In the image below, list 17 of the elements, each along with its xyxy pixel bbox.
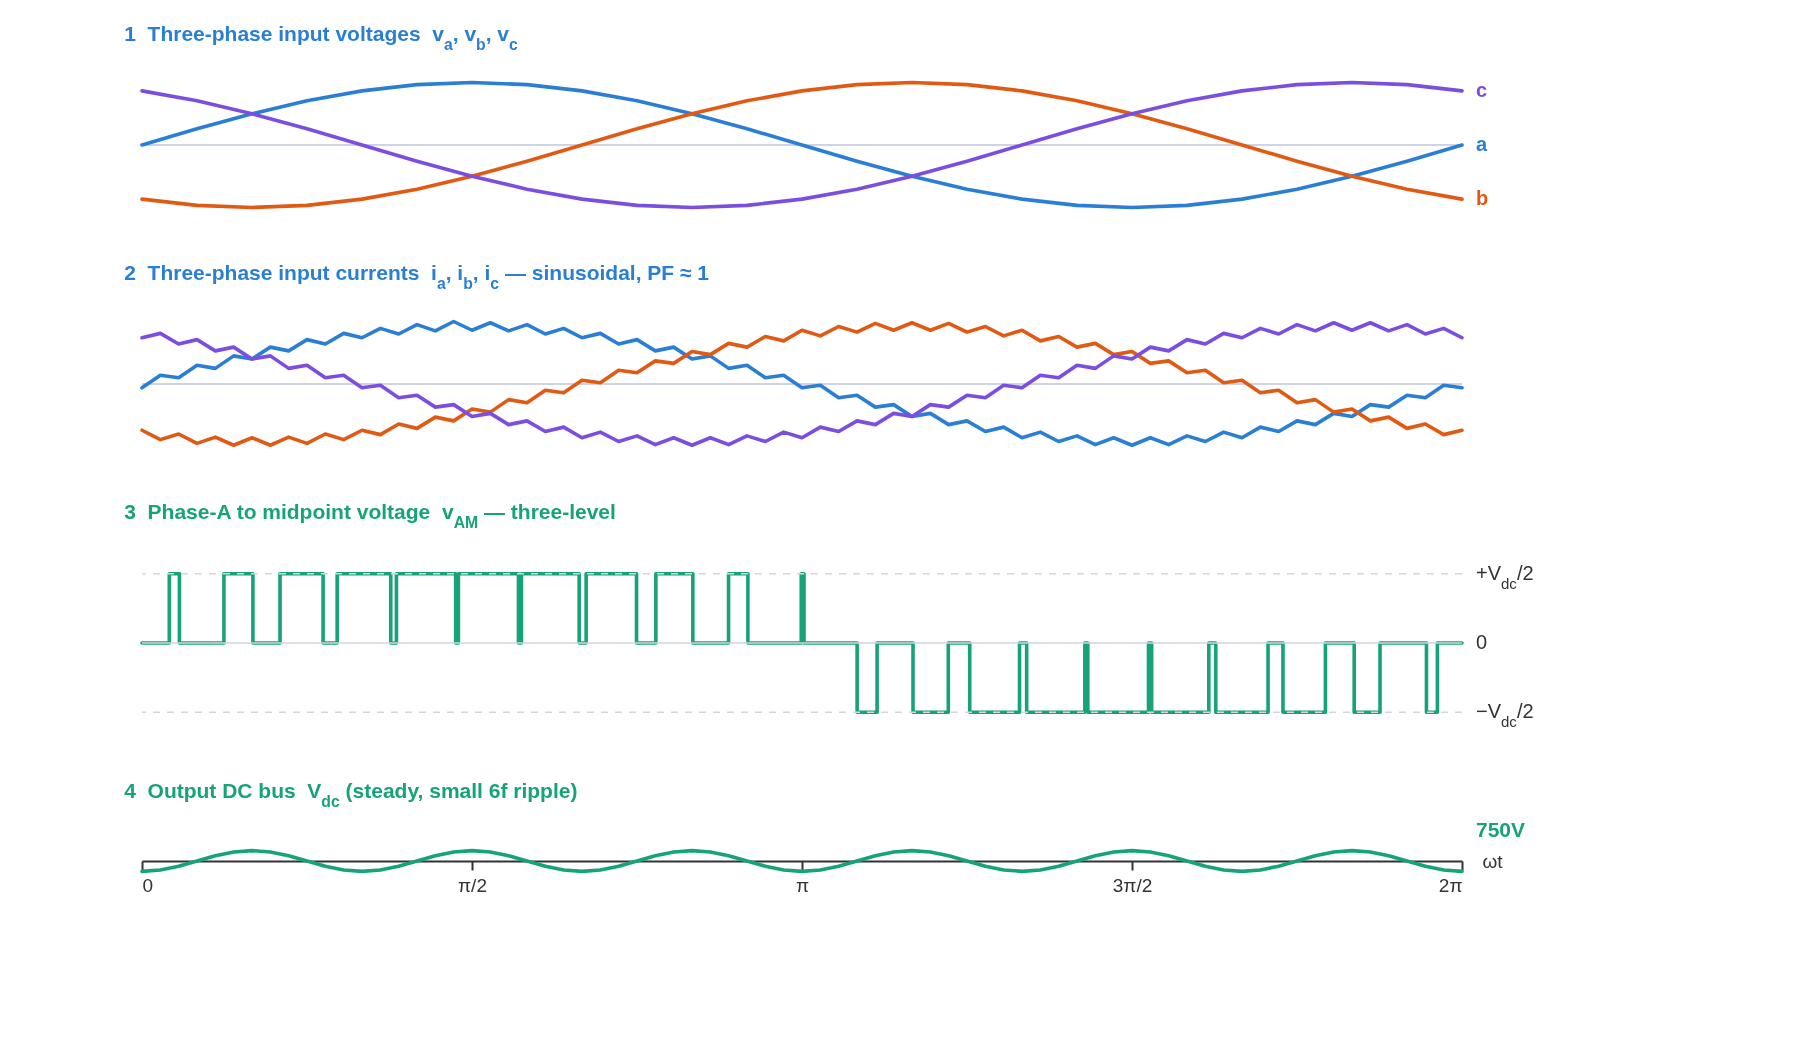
x-tick-label: 0	[142, 874, 154, 896]
x-tick-label: π/2	[458, 874, 487, 896]
ref-line-label: −V$_{dc}$/2	[1476, 700, 1534, 730]
chart-title: 2 Three-phase input currents i$_{a}$, i$_{b}$, i$_{c}$ — sinusoidal, PF ≈ 1	[124, 261, 710, 292]
chart-title: 3 Phase-A to midpoint voltage v$_{AM}$ — three-level	[124, 500, 616, 531]
x-tick-label: 3π/2	[1112, 874, 1153, 896]
series-label: c	[1476, 78, 1488, 101]
x-axis-title: ωt	[1482, 850, 1504, 872]
x-tick-label: 2π	[1438, 874, 1463, 896]
series-label: a	[1476, 133, 1488, 155]
text: 750V	[1476, 818, 1526, 841]
series-label: b	[1476, 187, 1489, 210]
chart-title: 4 Output DC bus V$_{dc}$ (steady, small 6f ripple)	[124, 779, 578, 810]
ref-line-label: 0	[1476, 631, 1488, 653]
chart-title: 1 Three-phase input voltages v$_{a}$, v$_{b}$, v$_{c}$	[124, 22, 519, 53]
ref-line-label: +V$_{dc}$/2	[1476, 561, 1534, 592]
x-tick-label: π	[795, 874, 810, 896]
